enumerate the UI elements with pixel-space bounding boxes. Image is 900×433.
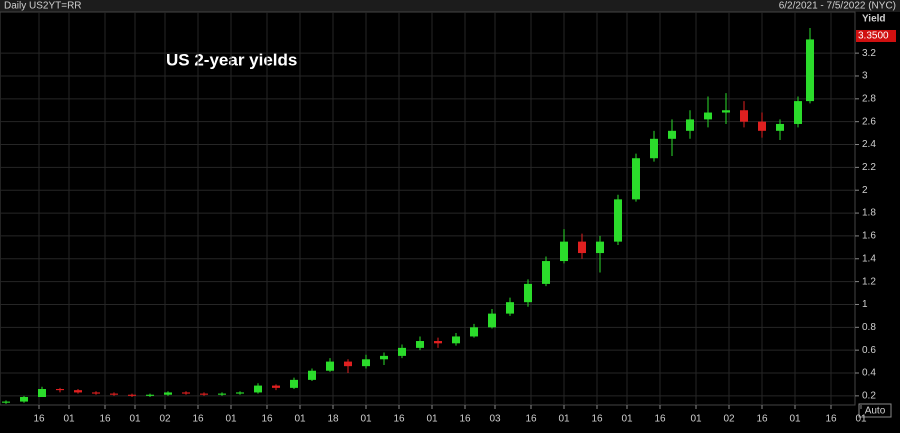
- candle-body: [452, 336, 460, 344]
- plot-frame: [0, 11, 856, 406]
- x-tick-label: 16: [825, 414, 837, 425]
- candle-body: [362, 359, 370, 367]
- x-tick-label: 16: [33, 414, 45, 425]
- candle-body: [740, 110, 748, 122]
- last-value-label: 3.3500: [858, 31, 889, 42]
- candle-body: [218, 393, 226, 395]
- candle-body: [344, 361, 352, 367]
- x-tick-label: 01: [426, 414, 438, 425]
- x-tick-label: 02: [723, 414, 735, 425]
- y-tick-label: 2: [862, 185, 868, 196]
- candle-body: [560, 241, 568, 262]
- candle-body: [632, 158, 640, 200]
- candle-body: [380, 355, 388, 360]
- candle-body: [110, 393, 118, 395]
- y-tick-label: 0.4: [862, 368, 876, 379]
- y-tick-label: 3.2: [862, 48, 876, 59]
- candle-body: [2, 401, 10, 403]
- x-tick-label: 16: [99, 414, 111, 425]
- y-tick-label: 1.6: [862, 231, 876, 242]
- candle-body: [416, 341, 424, 348]
- scale-mode[interactable]: Auto: [865, 406, 886, 417]
- last-value-box: [856, 29, 896, 42]
- candle-body: [236, 392, 244, 394]
- y-tick-label: 3: [862, 71, 868, 82]
- candle-body: [470, 327, 478, 337]
- candle-body: [38, 389, 46, 398]
- candle-body: [92, 392, 100, 394]
- candle-body: [722, 110, 730, 113]
- candle-body: [74, 390, 82, 393]
- candle-body: [308, 370, 316, 380]
- y-tick-label: 2.2: [862, 162, 876, 173]
- candle-body: [650, 138, 658, 159]
- candle-body: [578, 241, 586, 254]
- y-tick-label: 1.8: [862, 208, 876, 219]
- x-tick-label: 16: [654, 414, 666, 425]
- header-bar: [0, 0, 900, 12]
- x-tick-label: 01: [225, 414, 237, 425]
- y-tick-label: 0.6: [862, 345, 876, 356]
- candle-body: [806, 39, 814, 102]
- x-tick-label: 16: [192, 414, 204, 425]
- candle-body: [200, 393, 208, 395]
- candle-body: [20, 397, 28, 402]
- candle-body: [164, 392, 172, 395]
- candle-body: [254, 385, 262, 393]
- candle-body: [398, 347, 406, 356]
- x-tick-label: 01: [621, 414, 633, 425]
- x-tick-label: 01: [789, 414, 801, 425]
- candle-body: [290, 379, 298, 388]
- candle-body: [794, 101, 802, 124]
- x-tick-label: 16: [591, 414, 603, 425]
- x-tick-label: 01: [129, 414, 141, 425]
- x-tick-label: 16: [393, 414, 405, 425]
- candle-body: [776, 123, 784, 131]
- x-tick-label: 16: [756, 414, 768, 425]
- header-right: 6/2/2021 - 7/5/2022 (NYC): [779, 1, 896, 12]
- x-tick-label: 02: [159, 414, 171, 425]
- y-tick-label: 2.6: [862, 116, 876, 127]
- y-tick-label: 2.8: [862, 93, 876, 104]
- header-left: Daily US2YT=RR: [4, 1, 82, 12]
- candle-body: [326, 361, 334, 371]
- y-tick-label: 0.2: [862, 391, 876, 402]
- x-tick-label: 01: [63, 414, 75, 425]
- candle-body: [524, 283, 532, 303]
- candle-body: [686, 119, 694, 131]
- candle-body: [128, 394, 136, 396]
- x-tick-label: 16: [525, 414, 537, 425]
- candle-body: [542, 261, 550, 284]
- candle-body: [488, 313, 496, 328]
- candle-body: [668, 130, 676, 139]
- x-tick-label: 16: [261, 414, 273, 425]
- y-tick-label: 1.4: [862, 253, 876, 264]
- y-tick-label: 1.2: [862, 276, 876, 287]
- candle-body: [614, 199, 622, 242]
- y-tick-label: 0.8: [862, 322, 876, 333]
- x-tick-label: 03: [489, 414, 501, 425]
- candle-body: [758, 121, 766, 131]
- x-tick-label: 01: [690, 414, 702, 425]
- y-axis-label: Yield: [862, 14, 886, 25]
- candle-body: [596, 241, 604, 254]
- candle-body: [146, 394, 154, 396]
- y-tick-label: 1: [862, 299, 868, 310]
- x-tick-label: 01: [558, 414, 570, 425]
- x-tick-label: 01: [294, 414, 306, 425]
- candle-body: [56, 389, 64, 391]
- candle-body: [704, 112, 712, 120]
- candle-body: [506, 302, 514, 314]
- candle-body: [434, 341, 442, 344]
- annotation: US 2-year yields: [166, 50, 297, 69]
- scale-mode-box[interactable]: [858, 403, 892, 418]
- y-tick-label: 2.4: [862, 139, 876, 150]
- candle-body: [182, 392, 190, 394]
- x-tick-label: 01: [360, 414, 372, 425]
- x-tick-label: 18: [327, 414, 339, 425]
- x-tick-label: 16: [459, 414, 471, 425]
- x-tick-label: 01: [855, 414, 867, 425]
- candle-body: [272, 385, 280, 388]
